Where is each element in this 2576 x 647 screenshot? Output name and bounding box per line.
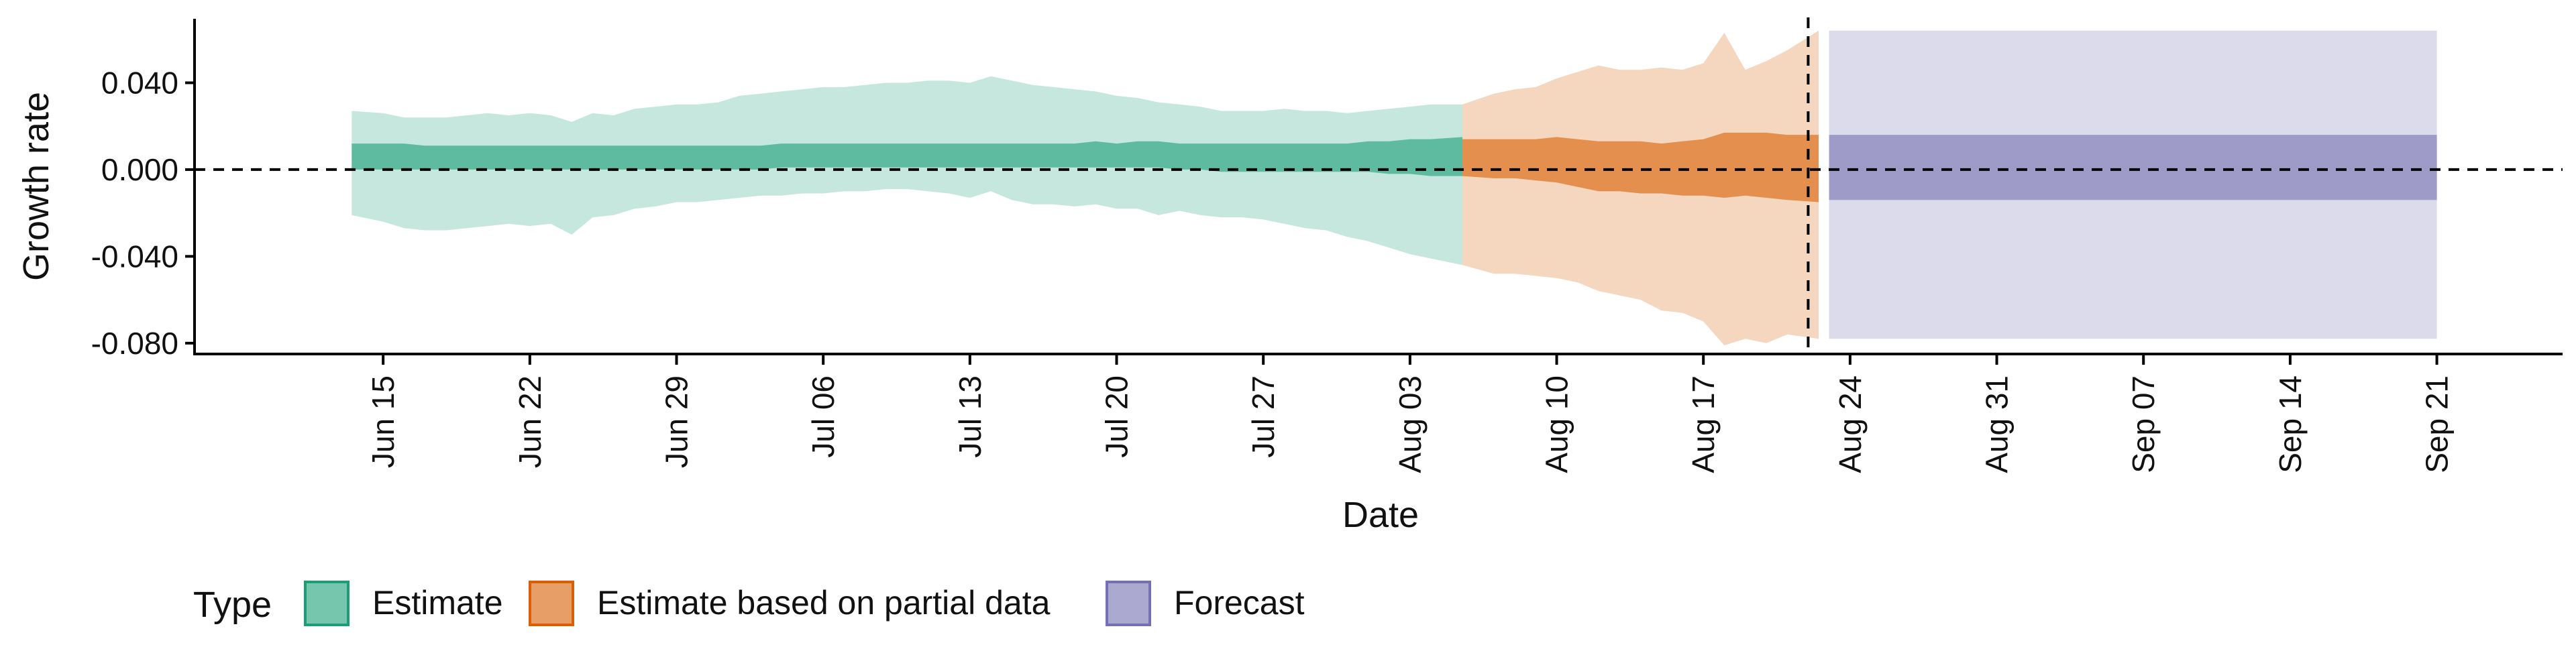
x-tick-label: Jul 13 — [953, 375, 987, 458]
x-tick-label: Aug 24 — [1833, 375, 1868, 473]
band-50-forecast — [1829, 135, 2437, 200]
legend-label: Forecast — [1174, 584, 1305, 622]
x-tick-label: Jul 06 — [806, 375, 841, 458]
legend-title: Type — [193, 585, 272, 625]
legend-item-forecast: Forecast — [1106, 581, 1305, 626]
legend-item-estimate-based-on-partial-data: Estimate based on partial data — [529, 581, 1051, 626]
y-tick-label: -0.040 — [91, 239, 178, 274]
x-tick-label: Jun 29 — [659, 375, 694, 468]
reference-lines — [195, 17, 2563, 354]
x-axis-label: Date — [1342, 495, 1419, 535]
x-tick-label: Jul 27 — [1246, 375, 1281, 458]
x-tick-label: Jun 22 — [513, 375, 547, 468]
x-tick-label: Jul 20 — [1099, 375, 1134, 458]
x-tick-label: Jun 15 — [366, 375, 400, 468]
x-tick-label: Aug 10 — [1540, 375, 1574, 473]
band-50-estimate — [352, 137, 1462, 176]
legend-label: Estimate — [372, 584, 503, 622]
legend-label: Estimate based on partial data — [597, 584, 1051, 622]
y-ticks: 0.040 0.000 -0.040 -0.080 — [91, 65, 195, 361]
bands-layer — [352, 30, 2437, 346]
x-tick-label: Sep 21 — [2420, 375, 2455, 473]
x-tick-label: Sep 14 — [2273, 375, 2308, 473]
legend-items: Estimate Estimate based on partial data Fo… — [304, 581, 1305, 626]
x-tick-label: Aug 17 — [1686, 375, 1721, 473]
y-tick-label: -0.080 — [91, 326, 178, 361]
x-tick-label: Sep 07 — [2126, 375, 2161, 473]
y-tick-label: 0.040 — [101, 65, 178, 100]
band-90-estimate — [352, 76, 1462, 266]
y-axis-label: Growth rate — [16, 92, 56, 281]
x-tick-label: Aug 31 — [1980, 375, 2015, 473]
legend-item-estimate: Estimate — [304, 581, 503, 626]
legend: Type Estimate Estimate based on partial d… — [193, 581, 1305, 626]
band-50-estimate-based-on-partial-data — [1462, 132, 1819, 202]
x-ticks: Jun 15 Jun 22 Jun 29 Jul 06 Jul 13 Jul 20 Jul … — [366, 354, 2455, 473]
x-tick-label: Aug 03 — [1393, 375, 1428, 473]
y-tick-label: 0.000 — [101, 152, 178, 187]
axes — [193, 19, 2563, 355]
legend-swatch — [304, 581, 350, 626]
legend-swatch — [529, 581, 574, 626]
legend-swatch — [1106, 581, 1151, 626]
